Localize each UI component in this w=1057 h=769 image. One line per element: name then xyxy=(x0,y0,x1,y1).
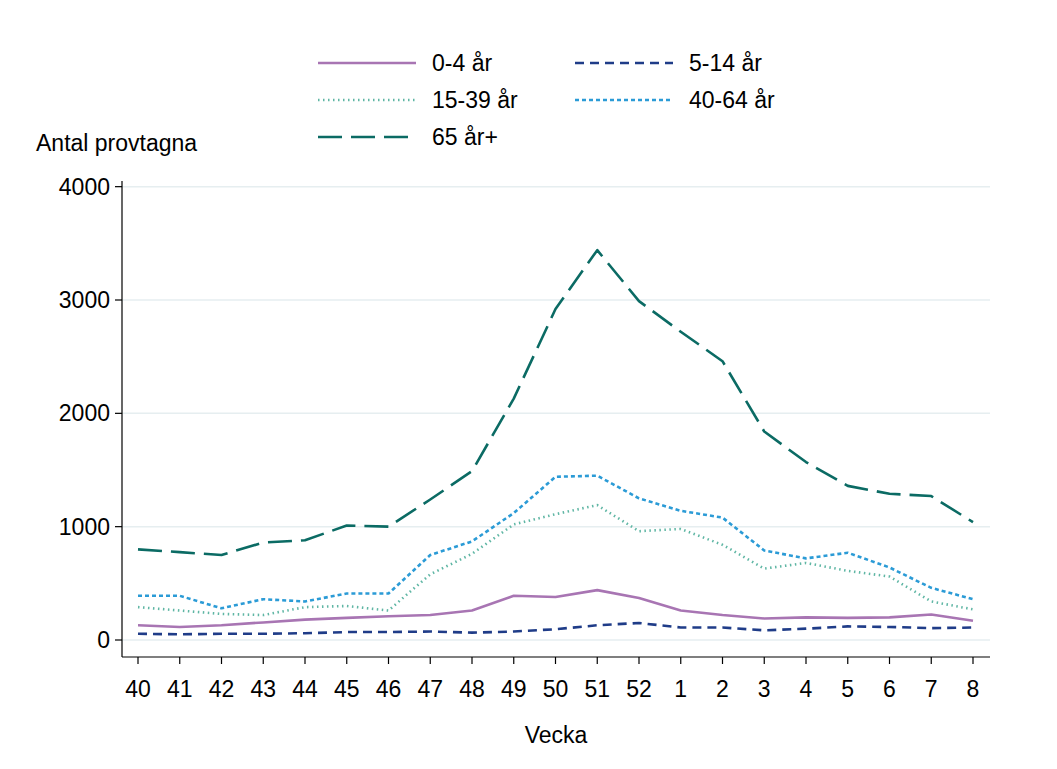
x-tick xyxy=(680,657,681,664)
y-tick-label: 2000 xyxy=(59,400,110,426)
x-tick-label: 6 xyxy=(883,676,896,702)
x-tick xyxy=(221,657,222,664)
grid-line xyxy=(122,526,990,528)
y-tick xyxy=(115,299,122,300)
x-tick-label: 3 xyxy=(758,676,771,702)
x-tick xyxy=(764,657,765,664)
x-tick-label: 7 xyxy=(925,676,938,702)
legend-key xyxy=(575,62,673,65)
grid-line xyxy=(122,413,990,415)
legend-key xyxy=(318,62,416,65)
series-line xyxy=(138,476,973,609)
x-tick-label: 47 xyxy=(417,676,443,702)
x-tick-label: 43 xyxy=(250,676,276,702)
x-tick-label: 40 xyxy=(125,676,151,702)
series-line xyxy=(138,623,973,634)
legend-label: 15-39 år xyxy=(432,87,518,113)
x-tick-label: 45 xyxy=(334,676,360,702)
legend: 0-4 år 5-14 år 15-39 år 40-64 år 65 år+ xyxy=(318,50,775,150)
x-tick-label: 8 xyxy=(967,676,980,702)
x-axis-label: Vecka xyxy=(525,722,588,748)
x-tick-label: 46 xyxy=(376,676,402,702)
x-tick xyxy=(889,657,890,664)
plot-area xyxy=(138,250,973,634)
x-tick-label: 49 xyxy=(501,676,527,702)
x-tick xyxy=(847,657,848,664)
legend-label: 0-4 år xyxy=(432,50,492,76)
x-tick-label: 1 xyxy=(674,676,687,702)
x-tick xyxy=(597,657,598,664)
legend-key xyxy=(318,136,416,139)
x-tick-label: 4 xyxy=(800,676,813,702)
y-tick-label: 4000 xyxy=(59,174,110,200)
legend-key xyxy=(575,99,673,102)
y-tick xyxy=(115,413,122,414)
x-tick xyxy=(722,657,723,664)
x-tick-label: 52 xyxy=(626,676,652,702)
legend-label: 5-14 år xyxy=(689,50,762,76)
x-tick xyxy=(471,657,472,664)
x-tick xyxy=(972,657,973,664)
x-tick xyxy=(430,657,431,664)
x-tick-label: 42 xyxy=(209,676,235,702)
chart: 0100020003000400040414243444546474849505… xyxy=(0,0,1057,769)
x-tick xyxy=(304,657,305,664)
grid-line xyxy=(122,299,990,301)
x-tick xyxy=(638,657,639,664)
x-tick xyxy=(931,657,932,664)
y-tick-label: 3000 xyxy=(59,287,110,313)
x-tick-label: 44 xyxy=(292,676,318,702)
x-tick-label: 48 xyxy=(459,676,485,702)
legend-label: 40-64 år xyxy=(689,87,775,113)
x-tick xyxy=(555,657,556,664)
grid-line xyxy=(122,639,990,641)
legend-key xyxy=(318,99,416,102)
y-tick xyxy=(115,186,122,187)
y-axis-label: Antal provtagna xyxy=(36,130,197,156)
y-tick-label: 1000 xyxy=(59,514,110,540)
series-line xyxy=(138,590,973,627)
y-axis xyxy=(121,181,122,657)
x-tick-label: 41 xyxy=(167,676,193,702)
x-tick-label: 50 xyxy=(543,676,569,702)
y-tick-label: 0 xyxy=(97,627,110,653)
x-tick xyxy=(513,657,514,664)
x-tick xyxy=(346,657,347,664)
x-tick xyxy=(137,657,138,664)
x-tick-label: 51 xyxy=(584,676,610,702)
y-tick xyxy=(115,639,122,640)
x-tick xyxy=(805,657,806,664)
x-tick xyxy=(263,657,264,664)
y-tick xyxy=(115,526,122,527)
series-line xyxy=(138,250,973,555)
x-tick-label: 5 xyxy=(841,676,854,702)
x-tick xyxy=(179,657,180,664)
legend-label: 65 år+ xyxy=(432,124,498,150)
grid-line xyxy=(122,186,990,188)
x-tick-label: 2 xyxy=(716,676,729,702)
x-tick xyxy=(388,657,389,664)
